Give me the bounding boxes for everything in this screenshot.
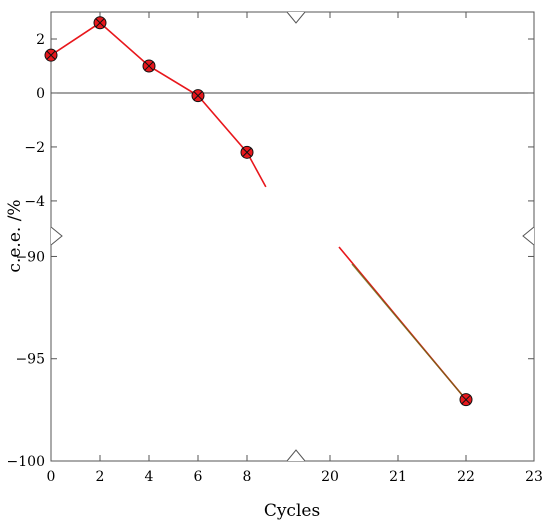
- data-point-cross: [144, 61, 154, 71]
- x-tick-label: 8: [243, 469, 252, 485]
- data-point-cross: [242, 147, 252, 157]
- series-line-overlay: [351, 263, 467, 401]
- axis-break-bottom: [286, 449, 306, 462]
- axis-break-right: [522, 226, 535, 246]
- x-tick-label: 0: [47, 469, 56, 485]
- x-tick-label: 20: [321, 469, 339, 485]
- series-line: [50, 21, 267, 188]
- x-tick-label: 23: [525, 469, 543, 485]
- data-point-cross: [461, 395, 471, 405]
- axis-break-left: [50, 226, 63, 246]
- data-point-cross: [46, 50, 56, 60]
- data-point-cross: [193, 91, 203, 101]
- y-tick-label: −95: [15, 352, 45, 368]
- x-tick-label: 6: [194, 469, 203, 485]
- y-tick-label: −2: [24, 140, 45, 156]
- x-tick-label: 4: [145, 469, 154, 485]
- y-tick-label: −4: [24, 194, 45, 210]
- x-axis-title: Cycles: [264, 501, 320, 521]
- y-tick-label: −100: [7, 454, 45, 470]
- axis-break-top: [286, 11, 306, 24]
- y-tick-label: 2: [36, 32, 45, 48]
- data-point-cross: [95, 18, 105, 28]
- x-tick-label: 2: [96, 469, 105, 485]
- y-tick-label: 0: [36, 86, 45, 102]
- x-tick-label: 22: [457, 469, 475, 485]
- x-tick-label: 21: [389, 469, 407, 485]
- y-axis-title: c.e.e. /%: [5, 199, 25, 272]
- y-tick-label: −90: [15, 249, 45, 265]
